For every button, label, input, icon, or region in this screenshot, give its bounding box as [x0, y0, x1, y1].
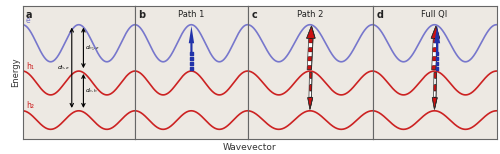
- Polygon shape: [308, 39, 313, 43]
- Polygon shape: [306, 26, 315, 38]
- Polygon shape: [189, 26, 194, 53]
- Polygon shape: [434, 26, 440, 53]
- Polygon shape: [308, 61, 312, 65]
- Polygon shape: [432, 48, 437, 52]
- Polygon shape: [432, 61, 436, 65]
- Polygon shape: [308, 72, 313, 109]
- Text: Path 2: Path 2: [297, 10, 323, 19]
- Polygon shape: [432, 72, 438, 109]
- Text: Wavevector: Wavevector: [223, 144, 277, 152]
- Polygon shape: [307, 66, 312, 70]
- Text: a: a: [26, 10, 32, 20]
- Polygon shape: [432, 57, 436, 61]
- Polygon shape: [307, 26, 316, 70]
- Polygon shape: [433, 39, 438, 43]
- Polygon shape: [431, 26, 440, 38]
- Polygon shape: [433, 43, 437, 47]
- Polygon shape: [434, 79, 436, 84]
- Polygon shape: [308, 52, 312, 56]
- Text: h₁: h₁: [26, 62, 34, 71]
- Polygon shape: [310, 72, 312, 78]
- Polygon shape: [308, 43, 312, 47]
- Polygon shape: [434, 91, 436, 97]
- Text: h₂: h₂: [26, 101, 34, 110]
- Polygon shape: [434, 72, 436, 78]
- Text: Full QI: Full QI: [422, 10, 448, 19]
- Polygon shape: [432, 26, 440, 70]
- Polygon shape: [308, 48, 312, 52]
- Text: d: d: [376, 10, 383, 20]
- Polygon shape: [432, 98, 437, 109]
- Text: b: b: [138, 10, 145, 20]
- Polygon shape: [309, 79, 312, 84]
- Text: $d_{h,e}$: $d_{h,e}$: [58, 64, 71, 72]
- Polygon shape: [309, 85, 312, 91]
- Polygon shape: [434, 85, 436, 91]
- Polygon shape: [308, 57, 312, 61]
- Polygon shape: [432, 66, 436, 70]
- Polygon shape: [309, 91, 312, 97]
- Polygon shape: [308, 98, 312, 109]
- Text: $d_{h,h}$: $d_{h,h}$: [85, 87, 98, 95]
- Text: $d_{h_1,e}$: $d_{h_1,e}$: [85, 43, 100, 53]
- Y-axis label: Energy: Energy: [10, 58, 20, 87]
- Text: Path 1: Path 1: [178, 10, 204, 19]
- Polygon shape: [432, 52, 436, 56]
- Text: c: c: [252, 10, 257, 20]
- Text: e: e: [26, 16, 30, 25]
